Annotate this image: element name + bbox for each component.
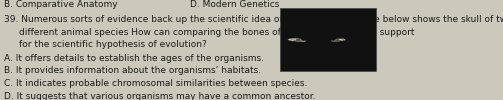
Ellipse shape xyxy=(288,38,302,41)
Polygon shape xyxy=(331,40,341,42)
Text: C. It indicates probable chromosomal similarities between species.: C. It indicates probable chromosomal sim… xyxy=(4,79,307,88)
Text: D. Modern Genetics: D. Modern Genetics xyxy=(190,0,280,9)
Text: B. It provides information about the organisms’ habitats.: B. It provides information about the org… xyxy=(4,66,261,75)
Ellipse shape xyxy=(335,38,346,41)
Text: B. Comparative Anatomy: B. Comparative Anatomy xyxy=(4,0,117,9)
Ellipse shape xyxy=(303,40,305,41)
Text: A. It offers details to establish the ages of the organisms.: A. It offers details to establish the ag… xyxy=(4,54,264,63)
Polygon shape xyxy=(294,40,306,42)
Text: for the scientific hypothesis of evolution?: for the scientific hypothesis of evoluti… xyxy=(19,40,207,50)
Ellipse shape xyxy=(332,40,334,41)
Text: different animal species How can comparing the bones of these creatures give sup: different animal species How can compari… xyxy=(19,28,414,37)
Ellipse shape xyxy=(296,39,300,40)
Text: D. It suggests that various organisms may have a common ancestor.: D. It suggests that various organisms ma… xyxy=(4,92,315,100)
Ellipse shape xyxy=(290,39,295,40)
Text: 39. Numerous sorts of evidence back up the scientific idea of evolution. The fig: 39. Numerous sorts of evidence back up t… xyxy=(4,15,503,24)
Bar xyxy=(280,8,377,71)
Ellipse shape xyxy=(342,38,344,39)
